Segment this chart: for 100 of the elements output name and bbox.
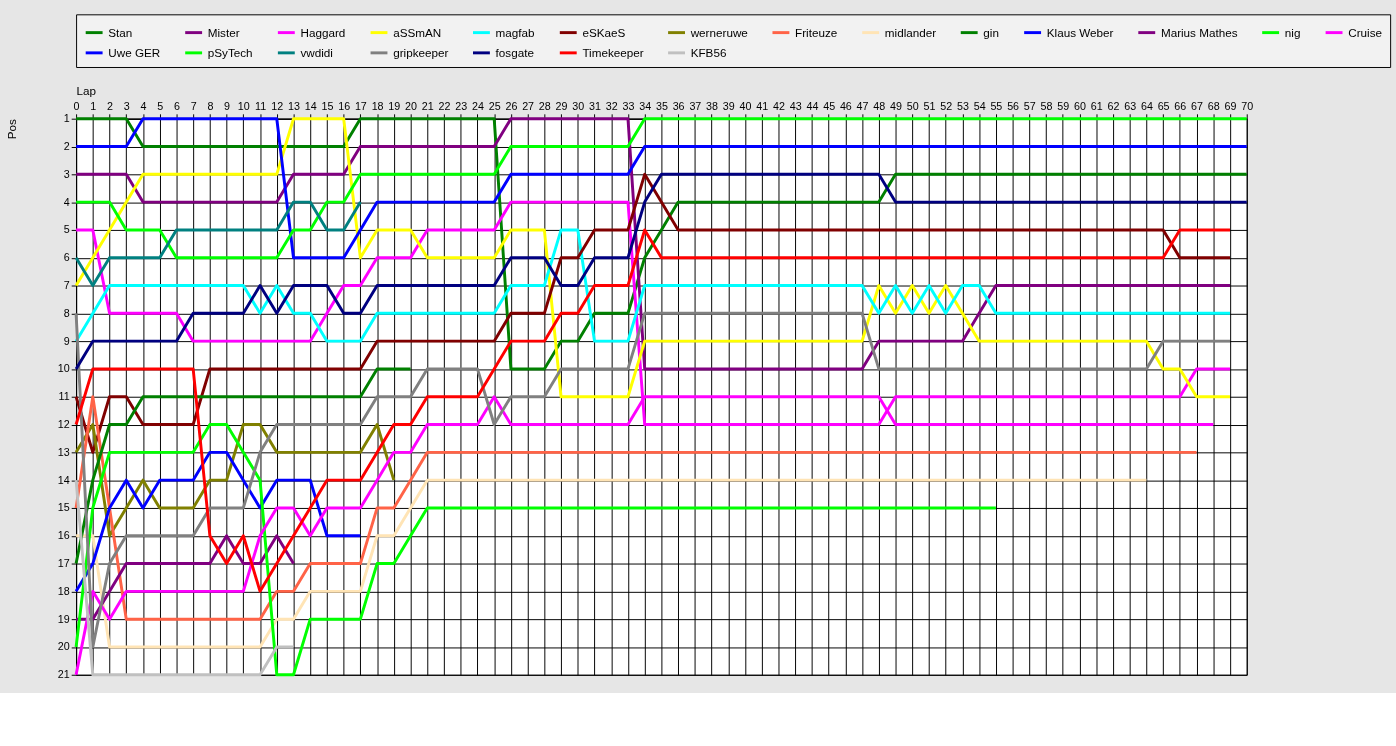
legend-label: Stan — [108, 25, 133, 39]
x-tick-label: 32 — [605, 100, 618, 113]
x-tick-label: 1 — [90, 100, 97, 113]
y-tick-label: 3 — [63, 167, 70, 180]
legend-label: fosgate — [495, 45, 534, 59]
x-tick-label: 4 — [140, 100, 147, 113]
y-tick-label: 10 — [57, 362, 70, 375]
x-tick-label: 21 — [421, 100, 434, 113]
x-tick-label: 36 — [672, 100, 685, 113]
x-tick-label: 31 — [589, 100, 601, 113]
x-tick-label: 33 — [622, 100, 635, 113]
x-tick-label: 3 — [123, 100, 130, 113]
legend-label: vwdidi — [300, 45, 333, 59]
y-tick-label: 6 — [63, 251, 70, 264]
x-tick-label: 34 — [639, 100, 652, 113]
legend-label: aSSmAN — [393, 25, 442, 39]
x-tick-label: 53 — [956, 100, 969, 113]
legend-label: Cruise — [1348, 25, 1382, 39]
x-tick-label: 70 — [1241, 100, 1254, 113]
x-tick-label: 22 — [438, 100, 451, 113]
line-series — [74, 367, 413, 566]
x-tick-label: 44 — [806, 100, 819, 113]
x-tick-label: 37 — [689, 100, 702, 113]
legend-label: Marius Mathes — [1160, 25, 1238, 39]
x-tick-label: 5 — [157, 100, 164, 113]
line-series — [74, 450, 362, 593]
legend-label: Timekeeper — [582, 45, 644, 59]
legend-label: Uwe GER — [108, 45, 161, 59]
legend-label: eSKaeS — [582, 25, 626, 39]
x-tick-label: 46 — [839, 100, 852, 113]
legend-label: magfab — [495, 25, 536, 39]
x-tick-label: 56 — [1007, 100, 1020, 113]
x-tick-label: 69 — [1224, 100, 1237, 113]
x-tick-label: 67 — [1191, 100, 1204, 113]
line-series — [74, 200, 362, 287]
x-tick-label: 26 — [505, 100, 518, 113]
x-tick-label: 35 — [655, 100, 668, 113]
line-series — [74, 395, 1199, 621]
x-tick-label: 42 — [773, 100, 785, 113]
line-series — [74, 311, 1232, 649]
x-tick-label: 50 — [906, 100, 919, 113]
x-tick-label: 62 — [1107, 100, 1120, 113]
x-tick-label: 54 — [973, 100, 986, 113]
x-tick-label: 41 — [756, 100, 769, 113]
y-tick-label: 2 — [63, 139, 70, 152]
x-tick-label: 48 — [873, 100, 886, 113]
x-tick-label: 13 — [288, 100, 300, 113]
legend-label: pSyTech — [207, 45, 253, 59]
y-axis-title: Pos — [4, 119, 18, 140]
y-tick-label: 13 — [57, 445, 70, 458]
x-tick-label: 20 — [405, 100, 418, 113]
x-tick-label: 18 — [371, 100, 384, 113]
legend-label: Haggard — [300, 25, 346, 39]
x-tick-label: 59 — [1057, 100, 1070, 113]
x-tick-label: 66 — [1174, 100, 1187, 113]
x-tick-label: 51 — [923, 100, 936, 113]
x-tick-label: 57 — [1023, 100, 1036, 113]
x-tick-label: 2 — [107, 100, 114, 113]
x-tick-label: 29 — [555, 100, 568, 113]
legend-label: nig — [1284, 25, 1301, 39]
x-tick-label: 45 — [823, 100, 836, 113]
x-tick-label: 55 — [990, 100, 1003, 113]
legend-label: Mister — [207, 25, 240, 39]
y-tick-label: 9 — [63, 334, 70, 347]
x-tick-label: 58 — [1040, 100, 1053, 113]
x-tick-label: 39 — [722, 100, 735, 113]
line-series — [74, 478, 1148, 649]
y-tick-label: 16 — [57, 529, 70, 542]
y-tick-label: 12 — [57, 417, 70, 430]
legend-label: gripkeeper — [393, 45, 449, 59]
y-tick-label: 19 — [57, 612, 70, 625]
x-tick-label: 6 — [173, 100, 180, 113]
y-tick-label: 14 — [57, 473, 70, 486]
x-tick-label: 11 — [254, 100, 267, 113]
x-tick-label: 14 — [304, 100, 317, 113]
x-tick-label: 12 — [271, 100, 284, 113]
x-tick-label: 9 — [224, 100, 231, 113]
x-tick-label: 49 — [890, 100, 903, 113]
x-tick-label: 25 — [488, 100, 501, 113]
y-tick-label: 8 — [63, 306, 70, 319]
x-tick-label: 27 — [522, 100, 535, 113]
x-tick-label: 30 — [572, 100, 585, 113]
x-tick-label: 19 — [388, 100, 401, 113]
x-tick-label: 64 — [1140, 100, 1153, 113]
x-tick-label: 38 — [706, 100, 719, 113]
y-tick-label: 21 — [57, 668, 70, 681]
x-tick-label: 16 — [338, 100, 351, 113]
x-tick-label: 40 — [739, 100, 752, 113]
y-tick-label: 4 — [63, 195, 70, 208]
y-tick-label: 11 — [58, 390, 70, 403]
x-tick-label: 65 — [1157, 100, 1170, 113]
line-series — [74, 423, 998, 677]
y-tick-label: 7 — [63, 278, 70, 291]
legend-label: werneruwe — [689, 25, 748, 39]
x-tick-label: 24 — [471, 100, 484, 113]
x-tick-label: 0 — [73, 100, 80, 113]
y-tick-label: 1 — [63, 112, 70, 125]
x-tick-label: 52 — [940, 100, 953, 113]
x-tick-label: 8 — [207, 100, 214, 113]
x-tick-label: 43 — [789, 100, 802, 113]
